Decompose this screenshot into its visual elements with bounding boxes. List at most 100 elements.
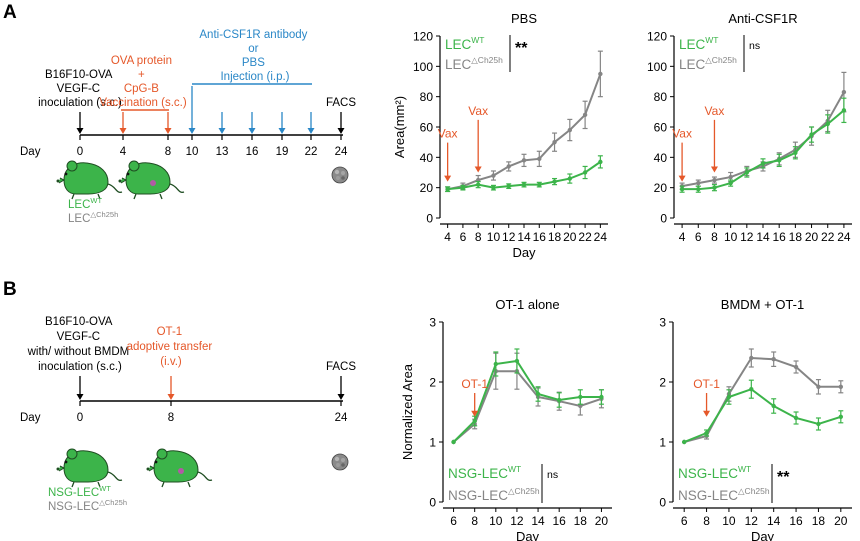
- series-ko: [681, 348, 844, 445]
- x-tick-label: 14: [531, 514, 545, 528]
- x-tick-label: 18: [812, 514, 826, 528]
- a-timeline-ticks: 0 4 8 10 13 16 19 22 24: [77, 135, 348, 158]
- series-line: [452, 359, 602, 443]
- timeline-arrow: [188, 86, 196, 134]
- legend: NSG-LECWT NSG-LEC△Ch25h **: [678, 464, 790, 503]
- annotation-label: Vax: [468, 104, 488, 118]
- data-point: [493, 361, 499, 367]
- data-point: [506, 183, 511, 189]
- data-point: [728, 180, 733, 186]
- data-point: [681, 439, 687, 445]
- x-tick-label: 24: [837, 230, 851, 244]
- legend-ko: NSG-LEC△Ch25h: [678, 486, 770, 503]
- a-tick-label: 10: [186, 146, 199, 158]
- timeline-arrow: [164, 112, 172, 134]
- timeline-arrow: [307, 112, 315, 134]
- annotation-arrow: [474, 119, 482, 173]
- b-timeline-arrows: [76, 376, 345, 400]
- data-point: [793, 415, 799, 421]
- chart-title: BMDM + OT-1: [721, 297, 804, 312]
- series-line: [683, 388, 842, 443]
- data-point: [728, 174, 733, 180]
- data-point: [679, 186, 685, 192]
- x-tick-label: 22: [578, 230, 592, 244]
- data-point: [578, 394, 583, 400]
- legend-wt: NSG-LECWT: [448, 464, 521, 481]
- x-tick-label: 20: [805, 230, 819, 244]
- panel-b-label: B: [3, 279, 17, 300]
- data-point: [825, 121, 830, 127]
- data-point: [771, 403, 776, 409]
- annotation: OT-1: [461, 377, 488, 417]
- annotation-label: Vax: [705, 104, 725, 118]
- x-tick-label: 20: [563, 230, 577, 244]
- series-wt: [681, 379, 844, 445]
- x-tick-label: 6: [695, 230, 702, 244]
- data-point: [567, 176, 573, 181]
- annotation: OT-1: [693, 377, 720, 417]
- data-point: [582, 112, 588, 118]
- x-tick-label: 16: [553, 514, 567, 528]
- x-tick-label: 12: [745, 514, 759, 528]
- x-tick-label: 8: [471, 514, 478, 528]
- a-legend-ko: LEC△Ch25h: [68, 210, 118, 225]
- a-tick-label: 4: [120, 146, 127, 158]
- tumor-icon: [331, 166, 349, 184]
- x-axis-label: Day: [516, 529, 540, 541]
- b-tick-label: 0: [77, 412, 83, 424]
- y-tick-label: 0: [660, 212, 667, 226]
- b-tick-label: 8: [168, 412, 174, 424]
- data-point: [771, 357, 776, 362]
- a-tick-label: 0: [77, 146, 83, 158]
- timeline-arrow: [278, 112, 286, 134]
- x-tick-label: 10: [722, 514, 736, 528]
- series-line: [682, 109, 845, 191]
- x-tick-label: 6: [460, 230, 467, 244]
- data-point: [838, 384, 844, 389]
- x-tick-label: 18: [548, 230, 562, 244]
- b-legend-ko: NSG-LEC△Ch25h: [48, 498, 127, 513]
- legend: LECWT LEC△Ch25h ns: [679, 35, 760, 72]
- a-tick-label: 8: [165, 146, 171, 158]
- series-wt: [679, 97, 847, 193]
- x-tick-label: 8: [475, 230, 482, 244]
- a-tick-label: 22: [305, 146, 318, 158]
- a-day-label: Day: [20, 146, 41, 158]
- series-line: [452, 370, 602, 443]
- b-facs-label: FACS: [326, 361, 356, 373]
- a-facs-label: FACS: [326, 97, 356, 109]
- data-point: [537, 156, 542, 162]
- legend-wt: NSG-LECWT: [678, 464, 751, 481]
- x-tick-label: 16: [789, 514, 803, 528]
- y-tick-label: 1: [429, 436, 436, 450]
- b-day-label: Day: [20, 412, 41, 424]
- a-vaccination-label: OVA protein + CpG-B Vaccination (s.c.): [99, 55, 187, 109]
- mouse-icon: [145, 448, 213, 488]
- data-point: [460, 185, 466, 190]
- data-point: [696, 180, 701, 186]
- x-tick-label: 20: [834, 514, 848, 528]
- data-point: [809, 132, 814, 137]
- data-point: [838, 414, 844, 419]
- x-tick-label: 8: [711, 230, 718, 244]
- y-tick-label: 40: [654, 151, 668, 165]
- b-tick-label: 24: [335, 412, 348, 424]
- y-tick-label: 3: [429, 316, 436, 330]
- data-point: [704, 430, 709, 436]
- x-tick-label: 18: [574, 514, 588, 528]
- timeline-arrow: [76, 376, 84, 400]
- x-tick-label: 4: [679, 230, 686, 244]
- significance-label: ns: [749, 40, 760, 52]
- series-wt: [445, 155, 603, 193]
- annotation-label: Vax: [438, 127, 458, 141]
- data-point: [749, 387, 754, 392]
- series-ko: [445, 50, 603, 193]
- b-transfer-label: OT-1 adoptive transfer (i.v.): [127, 326, 216, 368]
- legend: LECWT LEC△Ch25h **: [445, 35, 528, 72]
- data-point: [537, 182, 542, 187]
- annotation: Vax: [672, 127, 692, 182]
- data-point: [491, 173, 496, 178]
- data-point: [598, 71, 603, 77]
